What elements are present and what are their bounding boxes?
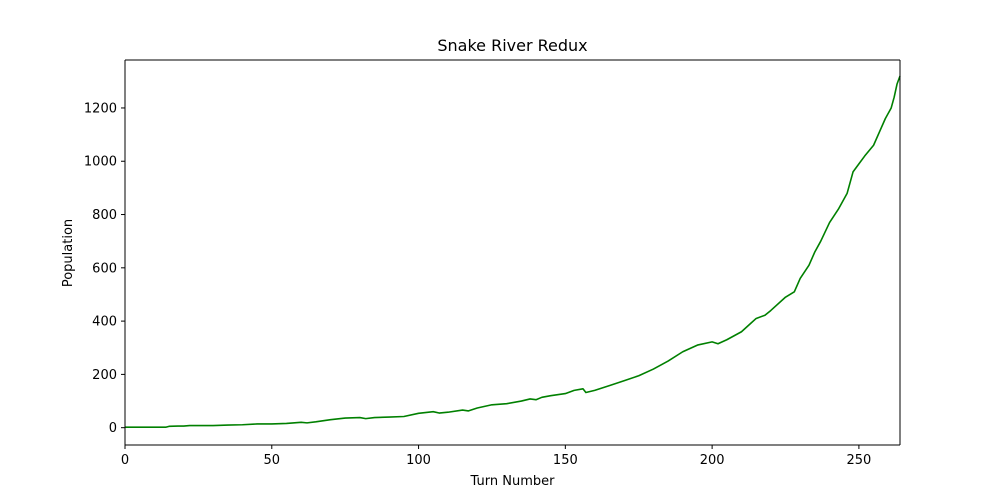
chart-title: Snake River Redux	[437, 36, 587, 55]
y-tick-label: 1000	[84, 155, 117, 170]
x-tick-label: 150	[553, 453, 578, 468]
y-tick-label: 600	[92, 261, 117, 276]
y-tick-label: 400	[92, 315, 117, 330]
series-line	[125, 75, 901, 428]
y-tick-label: 1200	[84, 101, 117, 116]
y-axis-label: Population	[61, 219, 76, 287]
x-tick-label: 200	[700, 453, 725, 468]
x-tick-label: 50	[264, 453, 281, 468]
y-tick-label: 800	[92, 208, 117, 223]
y-tick-label: 0	[109, 421, 117, 436]
x-tick-label: 250	[846, 453, 871, 468]
plot-area: 0 50 100 150 200 250 0 200 400 600 800 1000 1200	[84, 59, 901, 468]
y-tick-label: 200	[92, 368, 117, 383]
x-axis-label: Turn Number	[470, 474, 556, 489]
x-tick-label: 100	[406, 453, 431, 468]
x-tick-label: 0	[121, 453, 129, 468]
